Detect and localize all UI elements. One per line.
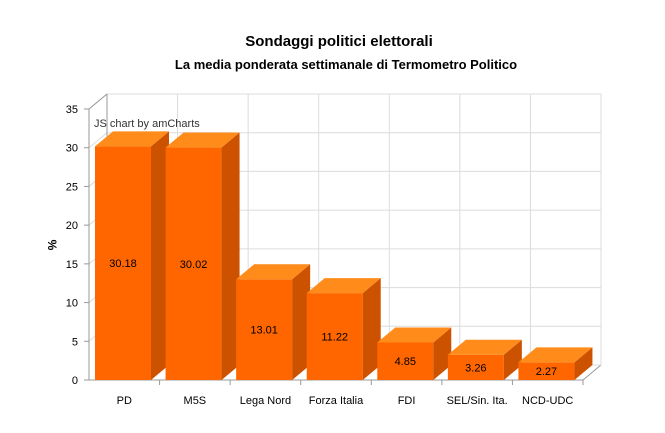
- bar-front: [377, 342, 434, 380]
- bar-side: [503, 339, 522, 380]
- gridline-diagonal: [88, 132, 108, 149]
- x-category-label: PD: [117, 395, 132, 407]
- bar: [165, 132, 240, 380]
- y-tick-label: 15: [66, 259, 78, 271]
- x-category-label: M5S: [184, 395, 207, 407]
- bar-value-label: 30.18: [109, 258, 137, 270]
- bar-side: [362, 278, 381, 380]
- bar: [95, 131, 169, 380]
- x-category-label: NCD-UDC: [522, 395, 573, 407]
- x-axis-end-edge: [582, 364, 602, 381]
- x-category-label: Forza Italia: [309, 395, 364, 407]
- bar: [377, 327, 452, 380]
- x-category-label: FDI: [398, 395, 416, 407]
- x-category-label: SEL/Sin. Ita.: [447, 395, 508, 407]
- bar-value-label: 13.01: [250, 325, 278, 337]
- bar-front: [236, 279, 293, 380]
- bar-top: [518, 347, 593, 363]
- chart-title: Sondaggi politici elettorali: [245, 33, 433, 50]
- bar-front: [518, 362, 575, 380]
- chart-subtitle: La media ponderata settimanale di Termom…: [175, 57, 517, 72]
- y-tick-label: 35: [66, 104, 78, 116]
- bar-top: [165, 132, 240, 148]
- bar-top: [447, 339, 522, 355]
- y-axis-label: %: [45, 240, 59, 251]
- bar: [306, 278, 381, 380]
- bar-value-label: 3.26: [465, 362, 486, 374]
- bar-top: [377, 327, 452, 343]
- bar-front: [306, 293, 363, 380]
- bar-front: [95, 146, 151, 380]
- y-tick-label: 30: [66, 143, 78, 155]
- bar: [447, 339, 522, 380]
- y-tick-label: 5: [72, 336, 78, 348]
- bar-front: [165, 147, 222, 380]
- bar-top: [306, 278, 381, 294]
- bar-side: [151, 131, 169, 380]
- y-axis-top-edge: [88, 93, 108, 110]
- bar-front: [447, 354, 504, 380]
- bar: [236, 264, 311, 380]
- bar-top: [95, 131, 169, 147]
- credit-label[interactable]: JS chart by amCharts: [94, 118, 200, 130]
- y-tick-label: 25: [66, 181, 78, 193]
- bar-value-label: 11.22: [321, 332, 348, 344]
- bar-side: [574, 347, 593, 380]
- y-tick-label: 0: [72, 375, 78, 387]
- bar-value-label: 4.85: [395, 356, 416, 368]
- bar-side: [433, 327, 452, 380]
- y-tick-label: 20: [66, 220, 78, 232]
- bar-side: [292, 264, 311, 380]
- bar-value-label: 2.27: [536, 366, 557, 378]
- bar: [518, 347, 593, 380]
- y-tick-label: 10: [66, 298, 78, 310]
- label-layer: 0 5 10 15 20 25 30 35 30.18 PD 30.02 M5S 13.01 Lega N…: [66, 104, 574, 407]
- bar-value-label: 30.02: [180, 259, 208, 271]
- x-category-label: Lega Nord: [240, 395, 291, 407]
- bar-side: [221, 132, 240, 380]
- bar-top: [236, 264, 311, 280]
- bar-layer: [95, 131, 593, 380]
